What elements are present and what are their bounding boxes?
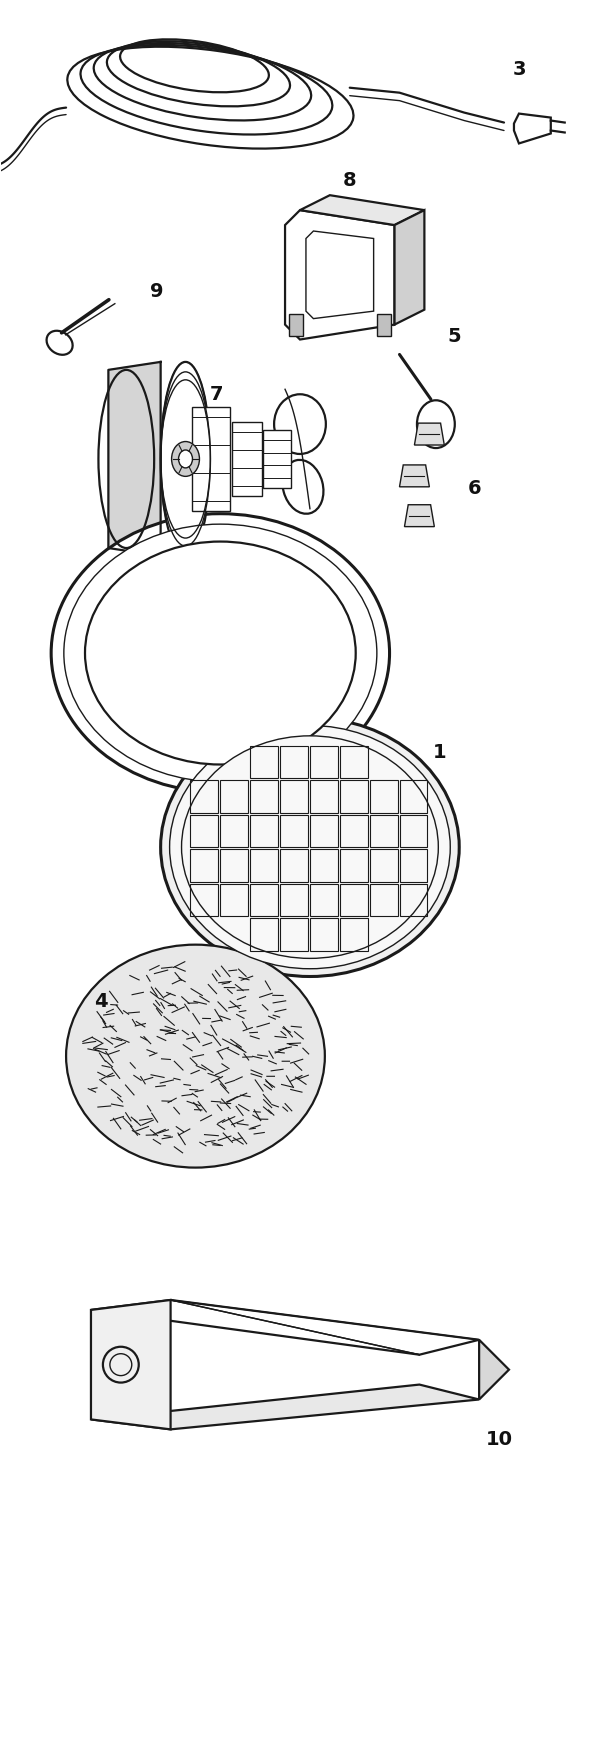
Polygon shape [395, 211, 424, 324]
Text: 4: 4 [94, 991, 108, 1010]
FancyBboxPatch shape [192, 406, 230, 510]
Bar [250, 780, 278, 812]
Bar [399, 883, 427, 916]
Bar [280, 918, 308, 951]
Polygon shape [91, 1300, 171, 1430]
Bar [191, 848, 218, 881]
Polygon shape [91, 1300, 479, 1355]
Text: 8: 8 [343, 171, 356, 190]
Bar [220, 815, 248, 847]
Bar [399, 780, 427, 812]
Text: 3: 3 [512, 61, 526, 80]
Ellipse shape [160, 362, 211, 556]
Bar [280, 848, 308, 881]
Bar [340, 746, 368, 779]
Polygon shape [414, 423, 444, 444]
Polygon shape [514, 113, 551, 143]
Ellipse shape [160, 362, 211, 556]
Bar [340, 780, 368, 812]
Ellipse shape [160, 718, 459, 977]
Bar [250, 918, 278, 951]
Bar [289, 314, 303, 336]
Bar [310, 746, 338, 779]
Bar [370, 780, 398, 812]
Ellipse shape [172, 441, 199, 476]
Bar [340, 848, 368, 881]
Text: 5: 5 [447, 327, 461, 347]
Ellipse shape [85, 542, 356, 765]
FancyBboxPatch shape [232, 422, 262, 496]
FancyBboxPatch shape [263, 430, 291, 488]
Bar [191, 883, 218, 916]
Bar [376, 314, 391, 336]
Polygon shape [285, 211, 395, 340]
Bar [340, 918, 368, 951]
Ellipse shape [64, 524, 377, 782]
Ellipse shape [51, 514, 389, 793]
Bar [280, 746, 308, 779]
Bar [310, 815, 338, 847]
Polygon shape [300, 195, 424, 225]
Bar [250, 815, 278, 847]
Polygon shape [109, 362, 160, 556]
Text: 7: 7 [209, 385, 223, 404]
Text: 1: 1 [432, 744, 446, 761]
Bar [250, 883, 278, 916]
Polygon shape [91, 1385, 479, 1430]
Bar [310, 918, 338, 951]
Bar [220, 780, 248, 812]
Text: 6: 6 [467, 479, 481, 498]
Polygon shape [479, 1340, 509, 1399]
Bar [250, 746, 278, 779]
Polygon shape [405, 505, 434, 526]
Bar [280, 780, 308, 812]
Ellipse shape [274, 394, 326, 455]
Bar [220, 883, 248, 916]
Bar [340, 815, 368, 847]
Bar [191, 780, 218, 812]
Ellipse shape [66, 944, 325, 1167]
Text: 2: 2 [263, 564, 277, 584]
Bar [310, 780, 338, 812]
Bar [340, 883, 368, 916]
Bar [280, 883, 308, 916]
Text: 10: 10 [486, 1430, 513, 1449]
Ellipse shape [169, 725, 450, 969]
Bar [191, 815, 218, 847]
Bar [370, 848, 398, 881]
Bar [370, 815, 398, 847]
Bar [280, 815, 308, 847]
Bar [370, 883, 398, 916]
Bar [399, 848, 427, 881]
Bar [310, 848, 338, 881]
Bar [310, 883, 338, 916]
Text: 9: 9 [150, 282, 163, 301]
Polygon shape [399, 465, 430, 486]
Bar [250, 848, 278, 881]
Bar [399, 815, 427, 847]
Ellipse shape [182, 735, 438, 958]
Ellipse shape [283, 460, 323, 514]
Bar [220, 848, 248, 881]
Ellipse shape [179, 449, 192, 469]
